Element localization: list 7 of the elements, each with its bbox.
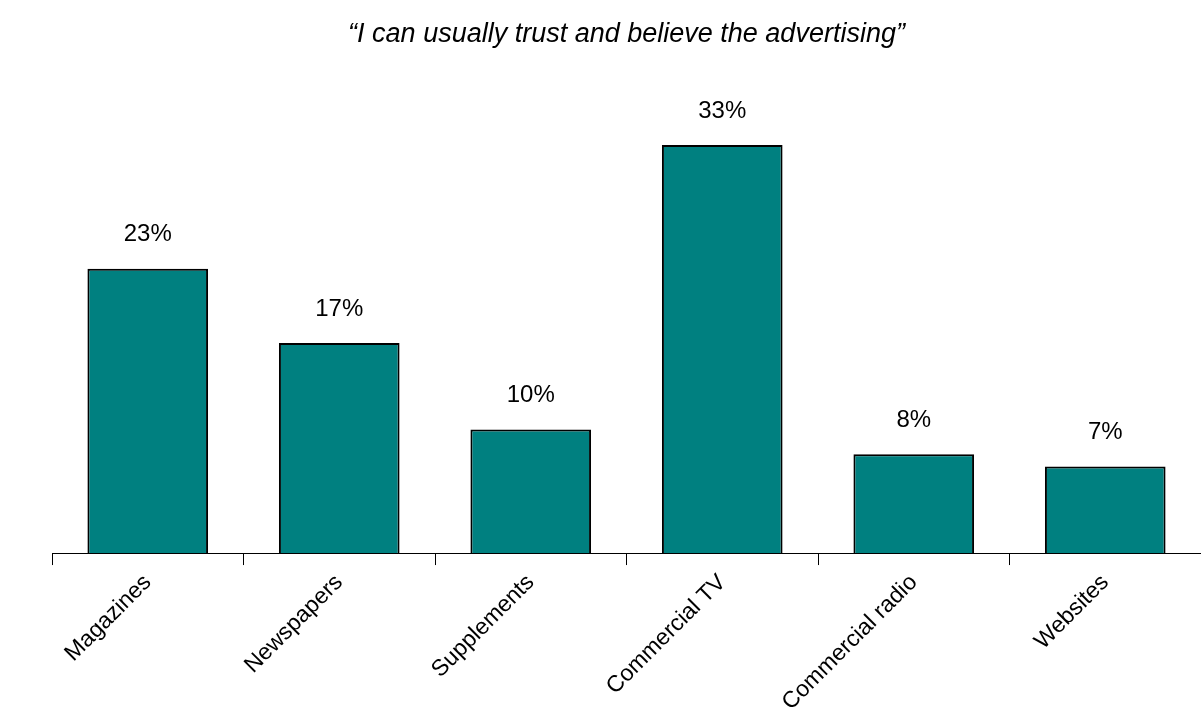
chart-title: “I can usually trust and believe the advertising”: [348, 17, 906, 48]
data-label: 23%: [123, 219, 172, 247]
data-label: 7%: [1087, 417, 1123, 445]
data-label: 33%: [698, 95, 747, 123]
data-label: 8%: [896, 404, 932, 432]
data-label: 10%: [506, 380, 555, 408]
data-label: 17%: [315, 293, 364, 321]
